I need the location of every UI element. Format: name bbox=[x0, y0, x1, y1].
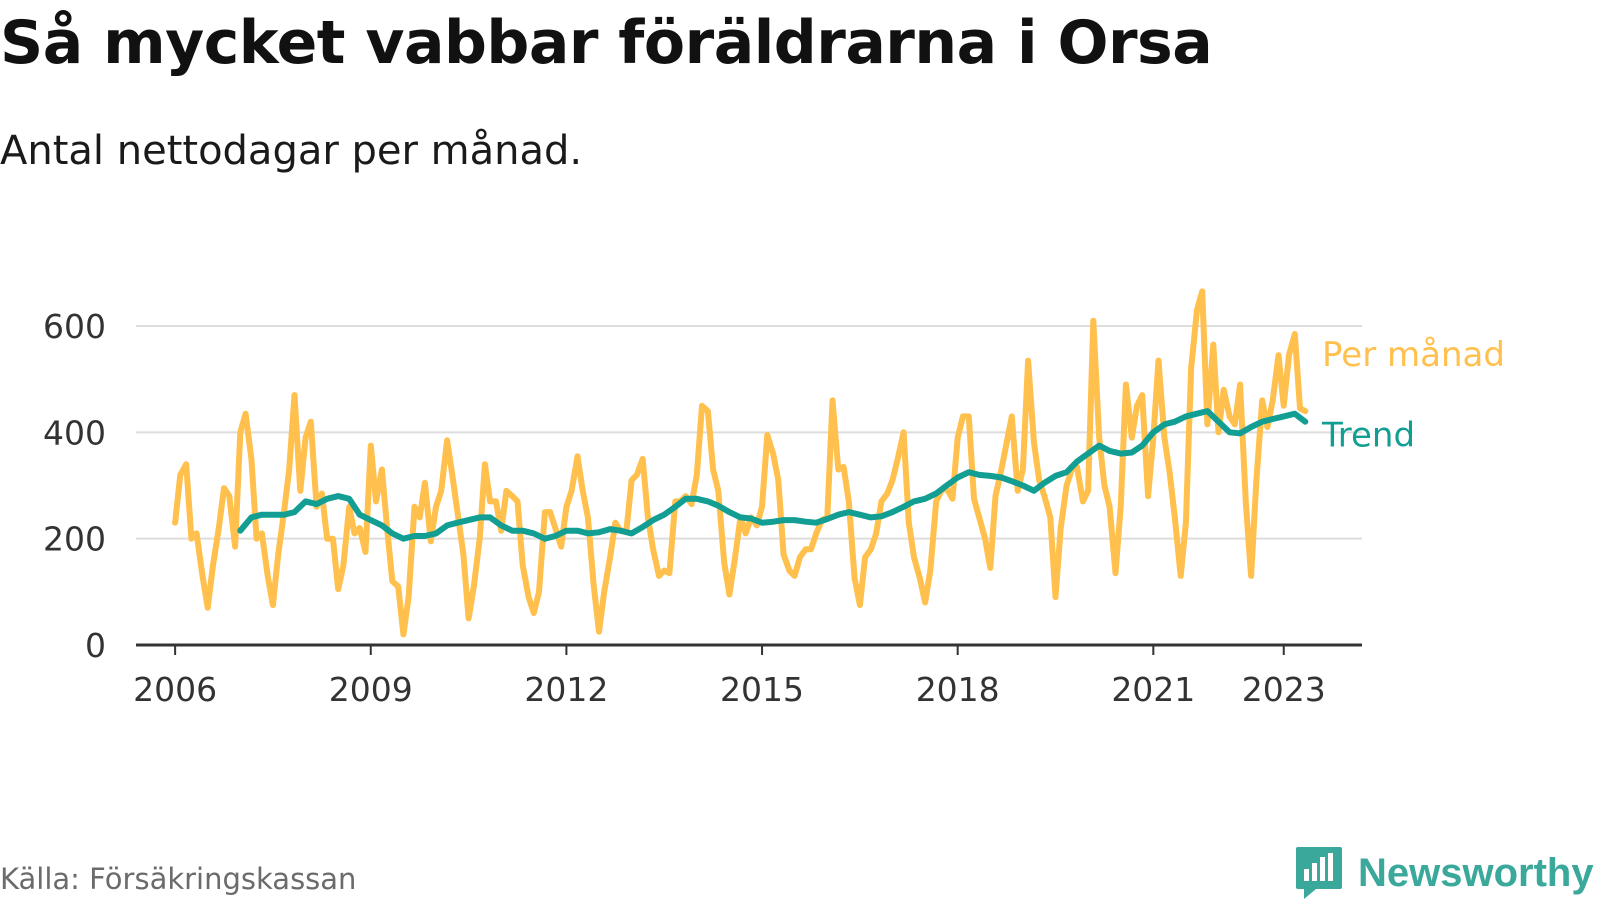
source-note: Källa: Försäkringskassan bbox=[0, 862, 357, 896]
x-tick-label: 2012 bbox=[524, 670, 608, 709]
y-tick-label: 400 bbox=[43, 413, 106, 452]
y-axis-ticks: 0 200 400 600 bbox=[43, 307, 106, 665]
brand-name: Newsworthy bbox=[1358, 850, 1594, 895]
series-labels: Per månad Trend bbox=[1321, 335, 1505, 456]
series-lines bbox=[172, 288, 1309, 638]
series-line-per-manad bbox=[172, 288, 1309, 638]
x-axis: 2006 2009 2012 2015 2018 2021 2023 bbox=[133, 643, 1362, 709]
page-subtitle: Antal nettodagar per månad. bbox=[0, 128, 583, 174]
grid-lines bbox=[136, 325, 1362, 540]
x-tick-label: 2006 bbox=[133, 670, 217, 709]
brand-logo: Newsworthy bbox=[1294, 845, 1594, 901]
x-tick-label: 2015 bbox=[720, 670, 804, 709]
series-label-per-manad: Per månad bbox=[1322, 335, 1505, 375]
y-tick-label: 600 bbox=[43, 307, 106, 346]
newsworthy-logo-icon bbox=[1296, 847, 1342, 899]
y-tick-label: 0 bbox=[85, 626, 106, 665]
x-tick-label: 2021 bbox=[1111, 670, 1195, 709]
y-tick-label: 200 bbox=[43, 520, 106, 559]
series-label-trend: Trend bbox=[1321, 416, 1415, 456]
x-tick-label: 2018 bbox=[916, 670, 1000, 709]
series-line-trend bbox=[237, 408, 1309, 542]
x-tick-label: 2023 bbox=[1242, 670, 1326, 709]
x-tick-label: 2009 bbox=[329, 670, 413, 709]
page-title: Så mycket vabbar föräldrarna i Orsa bbox=[0, 8, 1213, 78]
